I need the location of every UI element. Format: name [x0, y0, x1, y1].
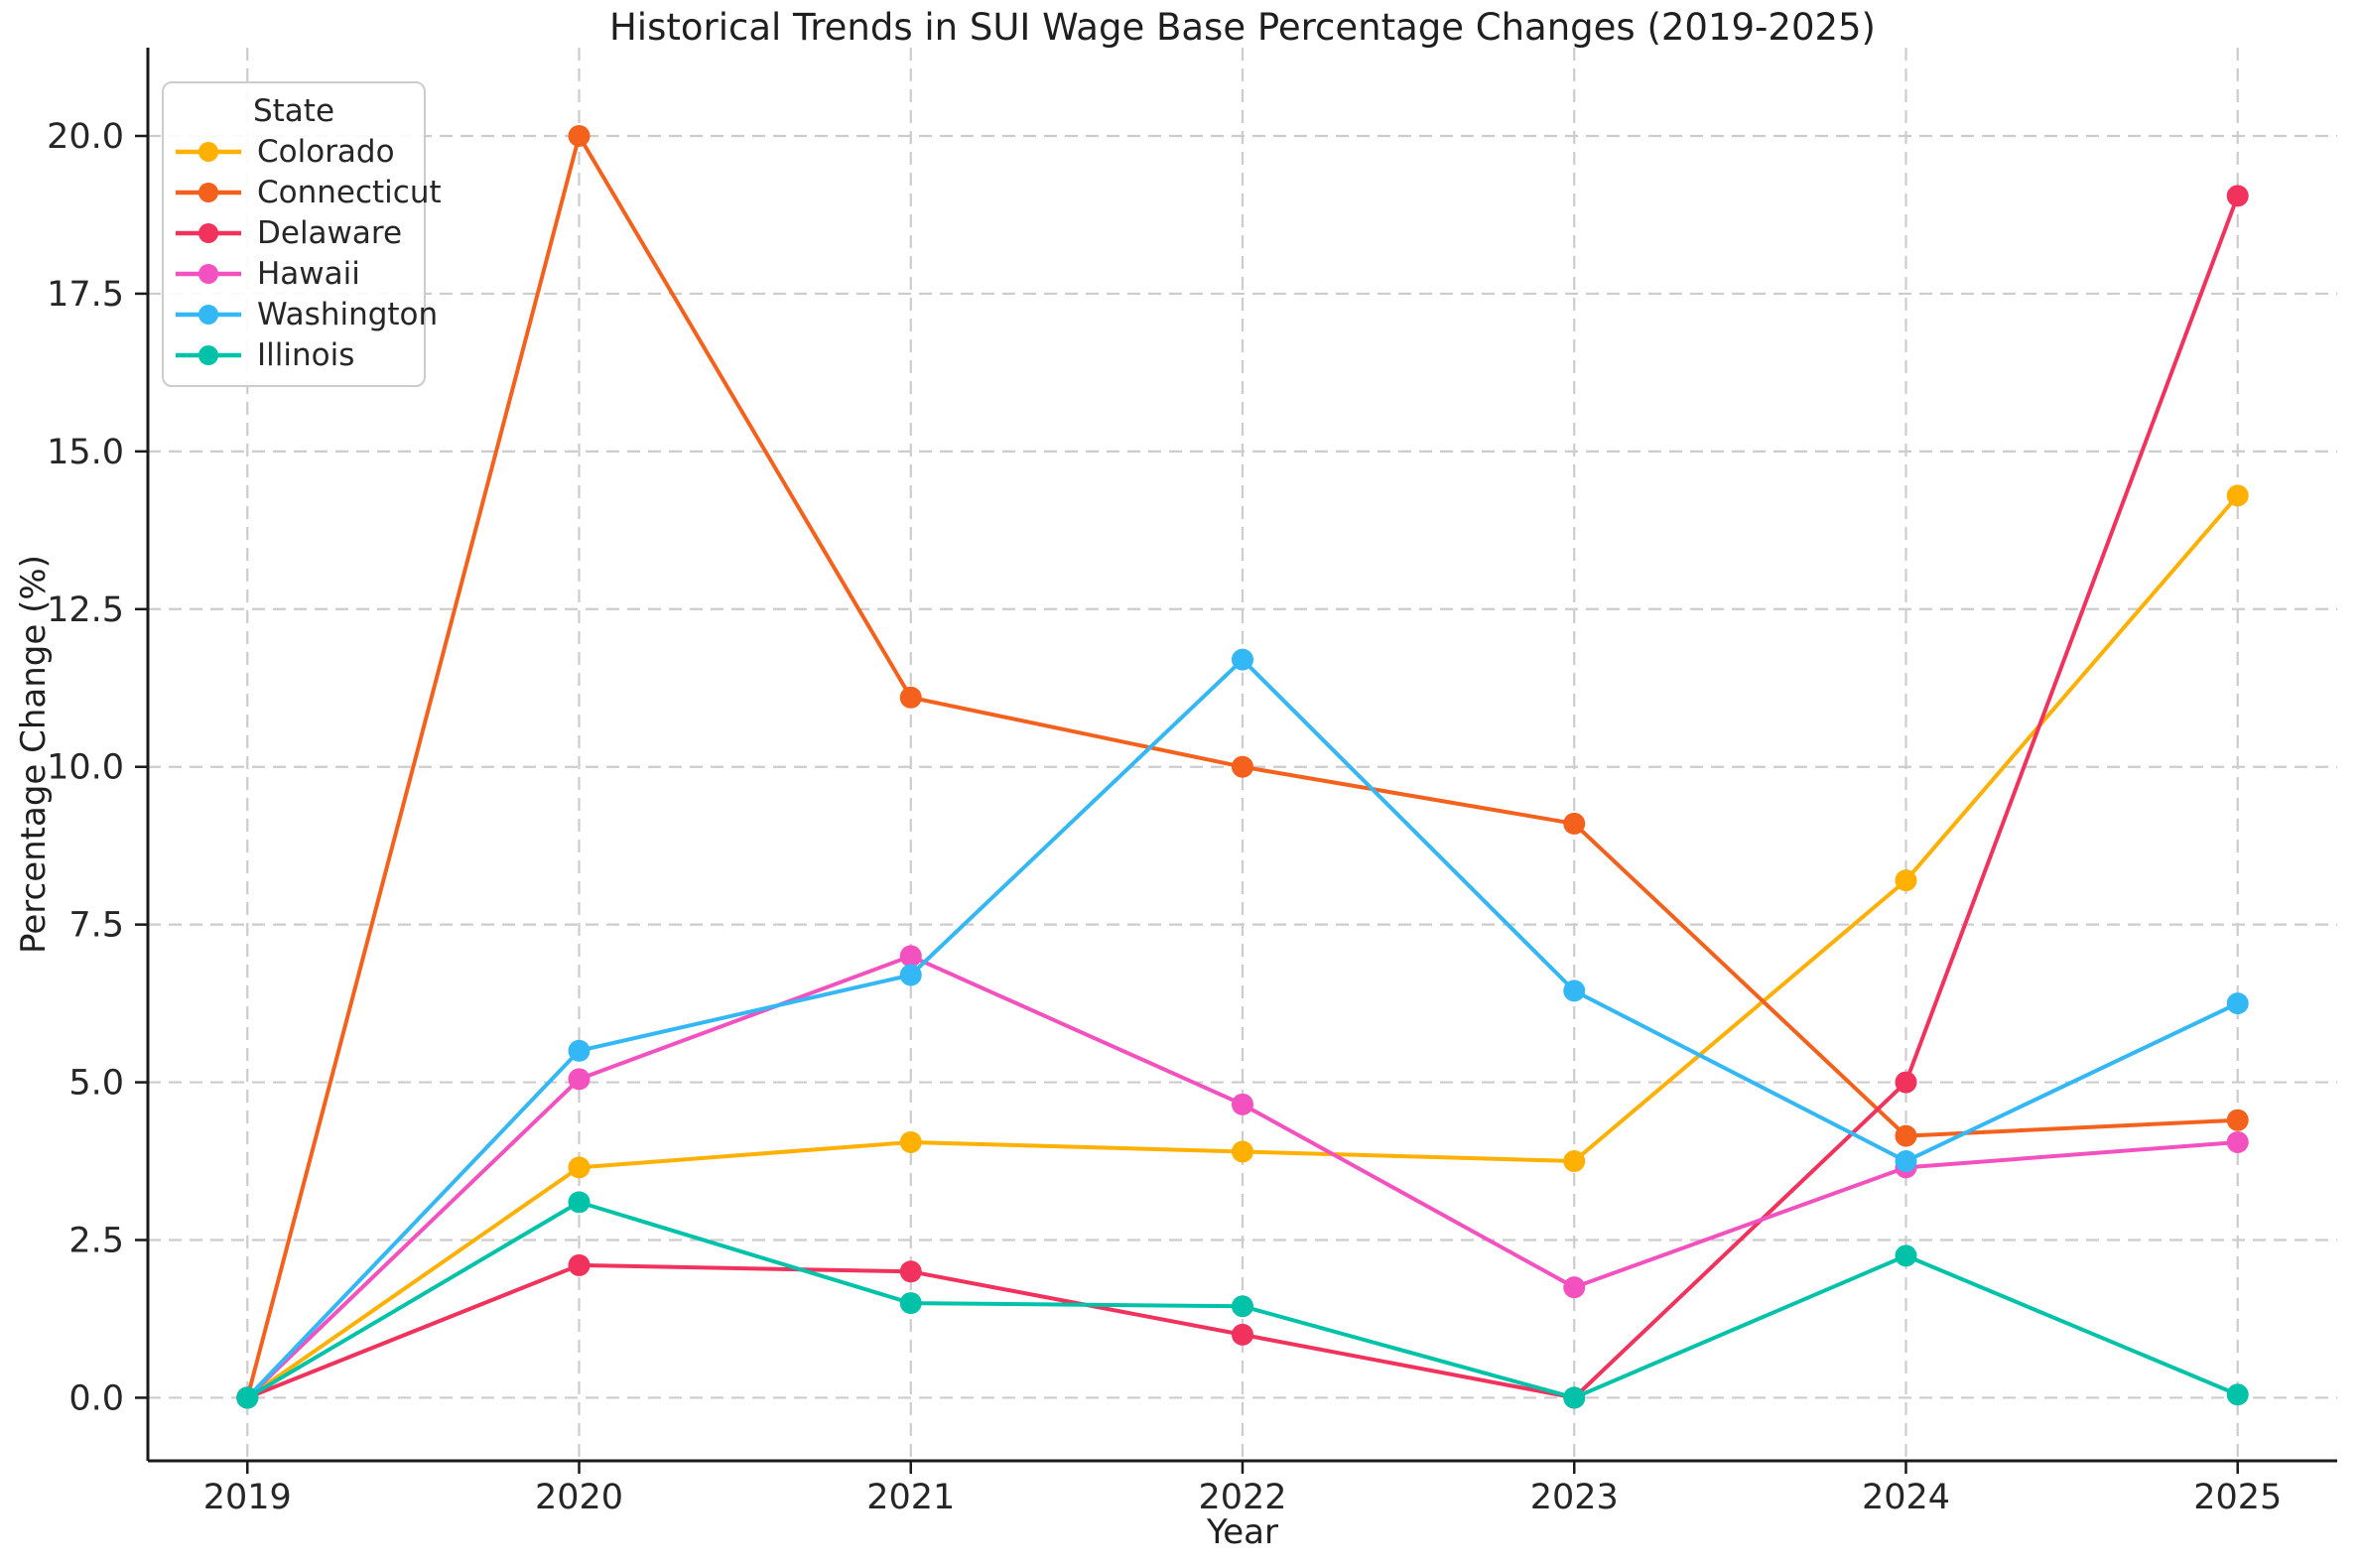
legend: State Colorado Connecticut Delaware Hawaii W… [162, 81, 442, 387]
data-point-illinois [2226, 1383, 2249, 1406]
data-point-illinois [1895, 1244, 1917, 1267]
legend-item-label: Connecticut [257, 174, 442, 210]
x-tick-label: 2021 [866, 1478, 955, 1517]
data-point-washington [568, 1039, 590, 1062]
y-axis-label: Percentage Change (%) [14, 555, 54, 954]
data-point-hawaii [2226, 1130, 2249, 1153]
data-point-illinois [1563, 1386, 1586, 1409]
legend-item-label: Hawaii [257, 255, 360, 292]
x-tick-label: 2019 [203, 1478, 292, 1517]
data-point-connecticut [899, 686, 922, 709]
y-tick-label: 2.5 [68, 1222, 124, 1261]
data-point-connecticut [568, 125, 590, 147]
y-tick-label: 5.0 [68, 1064, 124, 1104]
x-tick-label: 2025 [2193, 1478, 2282, 1517]
data-point-washington [1563, 980, 1586, 1002]
x-tick-label: 2022 [1198, 1478, 1286, 1517]
x-axis-label: Year [1207, 1512, 1278, 1552]
data-point-colorado [2226, 484, 2249, 507]
data-point-connecticut [1563, 812, 1586, 835]
data-point-delaware [2226, 185, 2249, 207]
data-point-hawaii [1232, 1093, 1253, 1115]
data-point-colorado [899, 1130, 922, 1153]
legend-marker-icon [176, 263, 241, 284]
y-tick-label: 0.0 [68, 1378, 124, 1418]
chart-title: Historical Trends in SUI Wage Base Perce… [608, 6, 1876, 49]
data-point-washington [2226, 992, 2249, 1015]
data-point-delaware [899, 1260, 922, 1283]
y-tick-label: 15.0 [47, 433, 124, 472]
data-point-colorado [1232, 1140, 1253, 1163]
data-point-connecticut [1895, 1124, 1917, 1147]
legend-item-label: Washington [257, 296, 439, 332]
legend-item-delaware: Delaware [174, 212, 414, 253]
y-tick-label: 10.0 [47, 748, 124, 788]
data-point-delaware [1232, 1323, 1253, 1346]
legend-title: State [252, 93, 335, 129]
legend-item-label: Illinois [257, 336, 355, 373]
x-tick-label: 2023 [1530, 1478, 1619, 1517]
y-tick-label: 12.5 [47, 590, 124, 630]
x-tick-label: 2024 [1862, 1478, 1950, 1517]
legend-item-washington: Washington [174, 294, 438, 334]
data-point-illinois [1232, 1295, 1253, 1318]
data-point-delaware [568, 1253, 590, 1276]
data-point-colorado [1895, 869, 1917, 892]
y-tick-label: 7.5 [68, 906, 124, 946]
legend-item-hawaii: Hawaii [174, 253, 414, 294]
legend-marker-icon [176, 182, 241, 202]
data-point-hawaii [899, 945, 922, 968]
data-point-connecticut [2226, 1109, 2249, 1131]
x-tick-label: 2020 [535, 1478, 623, 1517]
legend-rows: Colorado Connecticut Delaware Hawaii Washing… [174, 131, 442, 375]
y-tick-label: 20.0 [47, 117, 124, 157]
legend-item-label: Colorado [257, 133, 395, 170]
data-point-illinois [236, 1386, 259, 1409]
legend-marker-icon [176, 304, 241, 325]
y-tick-label: 17.5 [47, 275, 124, 315]
data-point-colorado [568, 1156, 590, 1179]
data-point-illinois [568, 1191, 590, 1214]
legend-item-label: Delaware [257, 214, 403, 251]
data-point-washington [899, 964, 922, 986]
data-point-washington [1895, 1150, 1917, 1173]
data-point-hawaii [1563, 1276, 1586, 1299]
data-point-illinois [899, 1292, 922, 1315]
data-point-delaware [1895, 1071, 1917, 1094]
data-point-connecticut [1232, 755, 1253, 778]
legend-marker-icon [176, 222, 241, 243]
legend-item-connecticut: Connecticut [174, 172, 442, 212]
legend-item-illinois: Illinois [174, 334, 414, 375]
data-point-colorado [1563, 1150, 1586, 1173]
data-point-washington [1232, 648, 1253, 671]
legend-marker-icon [176, 141, 241, 162]
data-point-hawaii [568, 1068, 590, 1091]
legend-item-colorado: Colorado [174, 131, 414, 172]
legend-marker-icon [176, 344, 241, 365]
